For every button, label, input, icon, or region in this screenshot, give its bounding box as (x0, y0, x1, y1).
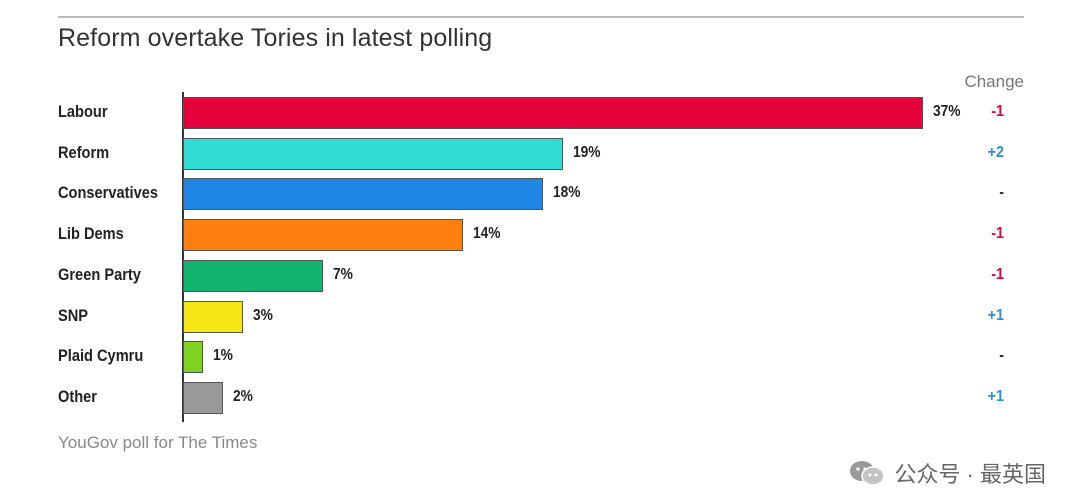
category-label: SNP (58, 305, 89, 325)
category-label: Green Party (58, 264, 141, 284)
category-label: Labour (58, 102, 108, 121)
value-label: 19% (573, 143, 601, 161)
bar-plaid-cymru (183, 341, 203, 374)
bar-other (183, 381, 223, 414)
change-value: - (999, 347, 1004, 365)
category-label: Other (58, 386, 97, 406)
bar-conservatives (183, 178, 543, 211)
category-label: Reform (58, 142, 110, 162)
bar-reform (183, 137, 563, 170)
source-note: YouGov poll for The Times (58, 433, 258, 452)
change-column-header: Change (964, 72, 1024, 91)
change-value: -1 (991, 265, 1004, 283)
y-axis-line (182, 92, 184, 422)
wechat-icon (848, 459, 886, 487)
category-label: Conservatives (58, 183, 158, 203)
change-value: -1 (991, 225, 1004, 243)
value-label: 37% (933, 103, 961, 120)
value-label: 3% (253, 306, 273, 324)
value-label: 18% (553, 184, 581, 202)
top-rule (58, 16, 1024, 18)
category-label: Plaid Cymru (58, 346, 144, 366)
change-value: -1 (991, 103, 1004, 120)
bar-labour (183, 97, 923, 129)
change-value: - (999, 184, 1004, 202)
change-value: +1 (987, 387, 1004, 405)
value-label: 14% (473, 225, 501, 243)
chart-title: Reform overtake Tories in latest polling (58, 24, 493, 52)
watermark: 公众号 · 最英国 (848, 457, 1046, 489)
change-value: +2 (987, 143, 1004, 161)
category-label: Lib Dems (58, 224, 124, 244)
value-label: 7% (333, 265, 353, 283)
watermark-text: 公众号 · 最英国 (894, 462, 1046, 487)
bar-lib-dems (183, 219, 463, 252)
change-value: +1 (987, 306, 1004, 324)
bar-snp (183, 300, 243, 333)
bar-green-party (183, 259, 323, 292)
value-label: 2% (233, 387, 253, 405)
value-label: 1% (213, 347, 233, 365)
